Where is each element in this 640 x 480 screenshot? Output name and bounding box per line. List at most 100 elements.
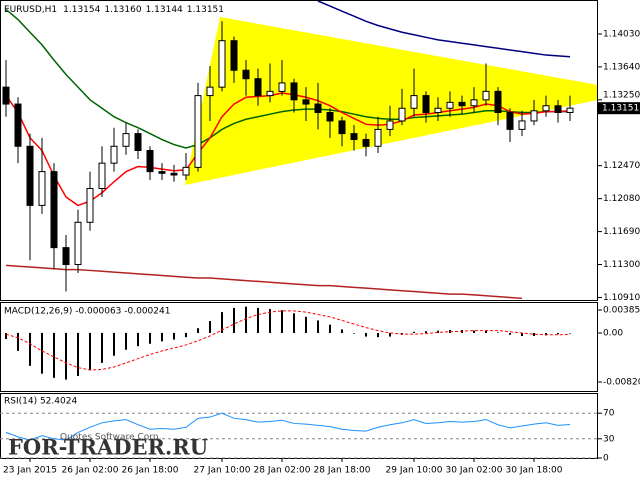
macd-bar: [485, 330, 487, 333]
candle-body: [350, 133, 358, 141]
header-close: 1.13151: [187, 5, 224, 15]
candle-body: [182, 166, 190, 176]
macd-bar: [29, 332, 31, 366]
candle-body: [170, 172, 178, 176]
macd-bar: [269, 309, 271, 333]
candle-body: [110, 145, 118, 164]
y-tick-label: 1.13250: [603, 91, 640, 101]
candle-body: [38, 171, 46, 206]
macd-bar: [569, 332, 571, 334]
candle-body: [446, 101, 454, 109]
y-tick-label: 0.00: [603, 328, 623, 338]
macd-bar: [557, 332, 559, 335]
x-tick-label: 23 Jan 2015: [3, 466, 57, 476]
candle-body: [530, 110, 538, 122]
macd-bar: [137, 332, 139, 347]
candle-body: [542, 105, 550, 112]
candle-body: [158, 171, 166, 174]
macd-bar: [377, 332, 379, 338]
macd-bar: [449, 330, 451, 333]
macd-bar: [365, 332, 367, 337]
candle-body: [74, 221, 82, 266]
y-tick-label: 30: [603, 434, 615, 444]
macd-bar: [221, 312, 223, 333]
macd-bar: [317, 320, 319, 333]
macd-bar: [17, 332, 19, 351]
candle-body: [494, 90, 502, 113]
candle-body: [278, 82, 286, 92]
rsi-pane: [0, 393, 598, 459]
macd-bar: [53, 332, 55, 378]
macd-bar: [293, 313, 295, 333]
macd-bar: [5, 332, 7, 339]
candle-body: [482, 90, 490, 101]
candle-body: [470, 99, 478, 107]
candle-body: [242, 69, 250, 80]
candle-body: [410, 95, 418, 109]
macd-bar: [329, 324, 331, 333]
macd-bar: [341, 329, 343, 333]
macd-bar: [173, 332, 175, 340]
candle-body: [26, 145, 34, 206]
y-tick-label: 0.00385: [603, 305, 640, 315]
triangle-object: [185, 17, 598, 185]
watermark-site: FOR-TRADER.RU: [8, 435, 208, 460]
macd-bar: [425, 331, 427, 333]
candle-body: [218, 40, 226, 88]
symbol: EURUSD,H1: [4, 5, 57, 15]
y-tick-label: -0.008201: [603, 377, 640, 387]
macd-title: MACD(12,26,9) -0.000063 -0.000241: [4, 307, 170, 317]
candle-body: [206, 86, 214, 97]
macd-bar: [533, 332, 535, 336]
macd-bar: [233, 307, 235, 333]
macd-bar: [197, 328, 199, 333]
candle-body: [230, 40, 238, 71]
macd-bar: [77, 332, 79, 377]
candle-body: [386, 120, 394, 130]
macd-bar: [65, 332, 67, 380]
macd-bar: [473, 330, 475, 333]
y-tick-label: 1.12470: [603, 161, 640, 171]
y-tick-label: 0: [603, 454, 609, 464]
macd-bar: [497, 332, 499, 333]
x-tick-label: 30 Jan 02:00: [446, 466, 503, 476]
candle-body: [422, 95, 430, 113]
x-tick-label: 30 Jan 18:00: [506, 466, 563, 476]
candle-body: [458, 101, 466, 107]
candle-body: [146, 150, 154, 173]
candle-body: [14, 103, 22, 147]
candle-body: [86, 188, 94, 223]
header-low: 1.13144: [146, 5, 183, 15]
y-tick-label: 1.11690: [603, 227, 640, 237]
x-tick-label: 26 Jan 02:00: [62, 466, 119, 476]
candle-body: [338, 120, 346, 135]
candle-body: [62, 247, 70, 266]
candle-body: [374, 128, 382, 147]
macd-bar: [209, 321, 211, 333]
macd-bar: [509, 332, 511, 335]
macd-bar: [185, 332, 187, 338]
candle-body: [134, 133, 142, 151]
x-tick-label: 27 Jan 10:00: [194, 466, 251, 476]
header-open: 1.13154: [63, 5, 100, 15]
x-tick-label: 29 Jan 10:00: [386, 466, 443, 476]
macd-signal: [5, 310, 571, 371]
macd-bar: [245, 306, 247, 333]
macd-bar: [389, 332, 391, 337]
macd-bar: [437, 330, 439, 333]
x-tick-label: 28 Jan 02:00: [254, 466, 311, 476]
y-tick-label: 70: [603, 409, 615, 419]
candle-body: [302, 99, 310, 105]
candle-body: [398, 107, 406, 122]
candle-body: [50, 171, 58, 249]
candle-body: [554, 105, 562, 113]
candle-body: [518, 120, 526, 130]
y-tick-label: 1.14030: [603, 29, 640, 39]
main-pane: [0, 0, 598, 301]
moving-average: [5, 92, 571, 207]
candle-body: [266, 90, 274, 97]
candle-body: [2, 86, 10, 105]
candle-body: [314, 103, 322, 113]
